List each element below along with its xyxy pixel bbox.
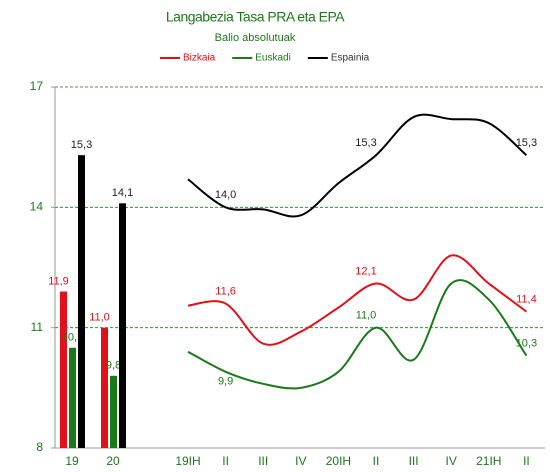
y-tick-label: 17 [30,79,44,93]
bar [60,291,67,448]
series-line [187,113,528,218]
legend-label: Euskadi [255,53,291,64]
x-tick-label: IV [295,454,306,468]
x-tick-label: 19 [65,454,79,468]
x-tick-label: 19IH [175,454,200,468]
data-label: 14,1 [112,187,133,199]
bar [110,375,117,448]
x-tick-label: III [409,454,419,468]
series-line [187,254,527,346]
data-label: 11,4 [516,294,537,306]
x-tick-label: II [373,454,380,468]
data-label: 11,0 [356,310,377,322]
legend-label: Espainia [331,53,370,64]
data-label: 10,3 [516,338,537,350]
x-tick-label: 20IH [326,454,351,468]
data-label: 15,3 [355,137,376,149]
chart-subtitle: Balio absolutuak [215,32,296,44]
data-label: 14,0 [215,189,236,201]
series-line [187,279,528,390]
data-label: 15,3 [71,139,92,151]
y-tick-label: 14 [30,200,44,214]
bar [78,155,85,448]
data-label: 11,0 [89,312,110,324]
data-label: 9,9 [218,376,233,388]
data-label: 11,9 [48,275,69,287]
data-label: 9,8 [106,360,121,372]
x-tick-label: IV [446,454,457,468]
x-tick-label: III [258,454,268,468]
legend-label: Bizkaia [183,53,216,64]
bar [69,347,76,448]
data-label: 10,5 [62,332,83,344]
y-tick-label: 11 [31,320,44,334]
x-tick-label: 21IH [476,454,501,468]
x-tick-label: 20 [106,454,120,468]
chart-title: Langabezia Tasa PRA eta EPA [166,9,345,25]
data-label: 15,3 [516,137,537,149]
data-label: 12,1 [355,265,376,277]
bar [101,327,108,448]
data-label: 11,6 [215,286,236,298]
x-tick-label: II [222,454,229,468]
x-tick-label: II [523,454,530,468]
bar [119,203,126,448]
y-tick-label: 8 [36,440,43,454]
